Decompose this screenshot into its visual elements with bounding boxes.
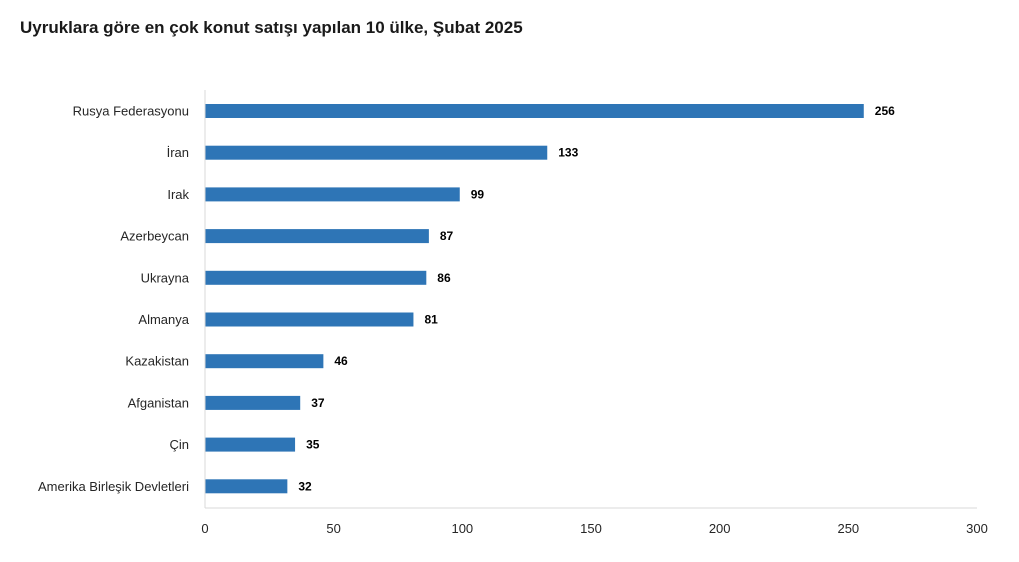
category-label: Almanya	[138, 312, 189, 327]
x-tick-label: 0	[201, 521, 208, 536]
bar	[205, 479, 288, 494]
data-label: 35	[306, 438, 320, 452]
category-label: Irak	[167, 187, 189, 202]
data-label: 256	[875, 104, 895, 118]
category-label: Kazakistan	[125, 354, 189, 369]
bar	[205, 437, 296, 452]
category-label: İran	[167, 145, 189, 160]
data-label: 32	[298, 479, 312, 493]
category-label: Afganistan	[128, 395, 189, 410]
category-labels: Rusya Federasyonu İran Irak Azerbeycan Ukray…	[38, 104, 190, 494]
bar	[205, 145, 548, 160]
data-label: 87	[440, 229, 454, 243]
x-tick-label: 150	[580, 521, 602, 536]
category-label: Rusya Federasyonu	[73, 104, 189, 119]
category-label: Çin	[169, 437, 189, 452]
bar	[205, 354, 324, 369]
data-label: 46	[334, 354, 348, 368]
bar	[205, 187, 460, 202]
bars-layer	[205, 104, 864, 494]
category-label: Azerbeycan	[120, 229, 189, 244]
bar	[205, 229, 429, 244]
data-label: 81	[424, 313, 438, 327]
x-tick-labels: 0 50 100 150 200 250 300	[201, 521, 987, 536]
x-tick-label: 50	[326, 521, 340, 536]
chart-title: Uyruklara göre en çok konut satışı yapıl…	[20, 18, 523, 37]
data-label: 133	[558, 146, 578, 160]
bar	[205, 312, 414, 327]
data-label: 86	[437, 271, 451, 285]
x-tick-label: 100	[451, 521, 473, 536]
axes	[204, 90, 977, 509]
data-label: 37	[311, 396, 325, 410]
x-tick-label: 300	[966, 521, 988, 536]
bar	[205, 270, 427, 285]
data-label: 99	[471, 187, 485, 201]
data-labels: 256 133 99 87 86 81 46 37 35 32	[298, 104, 895, 493]
bar	[205, 104, 864, 118]
x-tick-label: 200	[709, 521, 731, 536]
category-label: Ukrayna	[141, 270, 190, 285]
bar	[205, 395, 301, 410]
category-label: Amerika Birleşik Devletleri	[38, 479, 189, 494]
x-tick-label: 250	[837, 521, 859, 536]
